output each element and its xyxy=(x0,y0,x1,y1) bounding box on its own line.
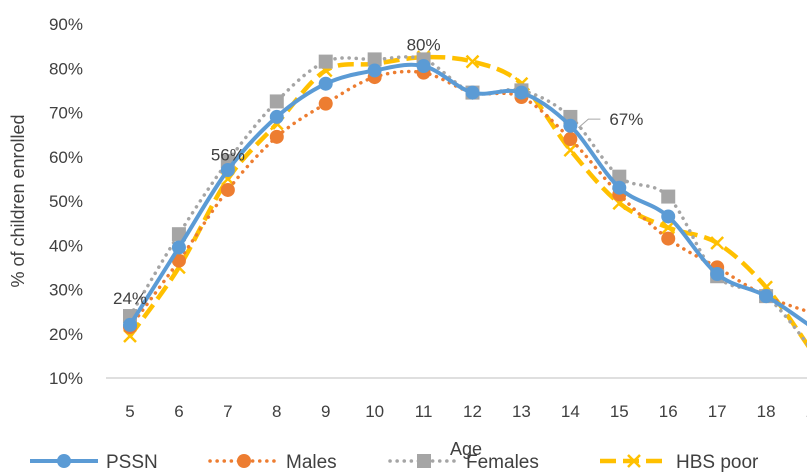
data-label: 56% xyxy=(211,145,245,164)
data-point-females xyxy=(661,189,676,204)
x-tick-label: 12 xyxy=(463,402,482,421)
legend-item-hbs-poor: HBS poor xyxy=(600,452,759,472)
x-axis: 5 6 7 8 9 10 11 12 13 14 15 16 17 18 19 xyxy=(106,377,807,421)
legend-label: PSSN xyxy=(106,452,158,472)
y-tick-label: 20% xyxy=(49,325,83,344)
data-point-pssn xyxy=(612,180,627,195)
series-line-pssn xyxy=(128,62,807,327)
legend-label: HBS poor xyxy=(676,452,759,472)
y-tick-label: 90% xyxy=(49,15,83,34)
x-tick-label: 14 xyxy=(561,402,580,421)
series-line-hbs-poor xyxy=(128,54,807,349)
legend-label: Males xyxy=(286,452,337,472)
annotations: 24% 56% 80% 67% xyxy=(113,35,643,308)
x-tick-label: 11 xyxy=(415,402,433,421)
y-axis: 10% 20% 30% 40% 50% 60% 70% 80% 90% xyxy=(49,15,83,388)
data-point-females xyxy=(171,227,186,242)
data-point-hbs-poor xyxy=(563,143,578,157)
data-label: 80% xyxy=(407,35,441,54)
data-point-pssn xyxy=(171,240,186,255)
y-tick-label: 60% xyxy=(49,148,83,167)
data-label: 24% xyxy=(113,289,147,308)
x-tick-label: 17 xyxy=(708,402,727,421)
y-axis-title: % of children enrolled xyxy=(8,114,28,287)
x-axis-title: Age xyxy=(450,439,482,459)
data-point-pssn xyxy=(563,118,578,133)
y-tick-label: 50% xyxy=(49,192,83,211)
series-line-females xyxy=(128,55,807,347)
data-point-pssn xyxy=(416,59,431,74)
data-point-pssn xyxy=(514,85,529,100)
x-tick-label: 16 xyxy=(659,402,678,421)
x-tick-label: 19 xyxy=(806,402,807,421)
data-point-pssn xyxy=(220,163,235,178)
legend: PSSN Males Females HBS poor xyxy=(30,452,759,472)
data-point-pssn xyxy=(661,209,676,224)
y-tick-label: 10% xyxy=(49,369,83,388)
data-point-males xyxy=(269,129,284,144)
data-point-females xyxy=(269,94,284,109)
legend-item-males: Males xyxy=(208,452,337,472)
annotation-leader xyxy=(578,118,601,129)
data-point-pssn xyxy=(759,289,774,304)
x-tick-label: 5 xyxy=(125,402,134,421)
data-point-females xyxy=(318,54,333,69)
series-males xyxy=(123,65,807,335)
data-point-males xyxy=(661,231,676,246)
data-point-females xyxy=(367,52,382,67)
legend-swatch-marker xyxy=(57,454,71,468)
legend-item-pssn: PSSN xyxy=(30,452,158,472)
data-point-pssn xyxy=(710,267,725,282)
x-tick-label: 8 xyxy=(272,402,281,421)
y-tick-label: 30% xyxy=(49,281,83,300)
legend-swatch-marker xyxy=(237,454,251,468)
x-tick-label: 7 xyxy=(223,402,232,421)
legend-swatch-marker xyxy=(627,454,641,468)
legend-label: Females xyxy=(466,452,539,472)
data-point-males xyxy=(220,182,235,197)
series-females xyxy=(123,52,807,347)
legend-item-females: Females xyxy=(388,452,539,472)
data-point-males xyxy=(318,96,333,111)
data-point-females xyxy=(612,169,627,184)
y-tick-label: 80% xyxy=(49,59,83,78)
y-tick-label: 70% xyxy=(49,104,83,123)
series-hbs-poor xyxy=(123,50,807,349)
data-point-males xyxy=(171,253,186,268)
x-tick-label: 15 xyxy=(610,402,629,421)
y-tick-label: 40% xyxy=(49,236,83,255)
data-point-pssn xyxy=(318,76,333,91)
x-tick-label: 9 xyxy=(321,402,330,421)
x-tick-label: 13 xyxy=(512,402,531,421)
data-point-pssn xyxy=(123,317,137,332)
data-point-hbs-poor xyxy=(661,220,676,235)
data-point-hbs-poor xyxy=(465,54,480,69)
x-tick-label: 10 xyxy=(365,402,384,421)
data-point-hbs-poor xyxy=(710,236,725,250)
data-point-pssn xyxy=(367,63,382,78)
data-point-pssn xyxy=(465,85,480,100)
x-tick-label: 18 xyxy=(757,402,776,421)
x-tick-label: 6 xyxy=(174,402,183,421)
series-pssn xyxy=(123,59,807,332)
data-point-pssn xyxy=(269,109,284,124)
legend-swatch-marker xyxy=(417,454,431,468)
data-point-males xyxy=(563,132,578,147)
series-line-males xyxy=(128,69,807,329)
data-label: 67% xyxy=(609,110,643,129)
series-layer xyxy=(123,50,807,349)
